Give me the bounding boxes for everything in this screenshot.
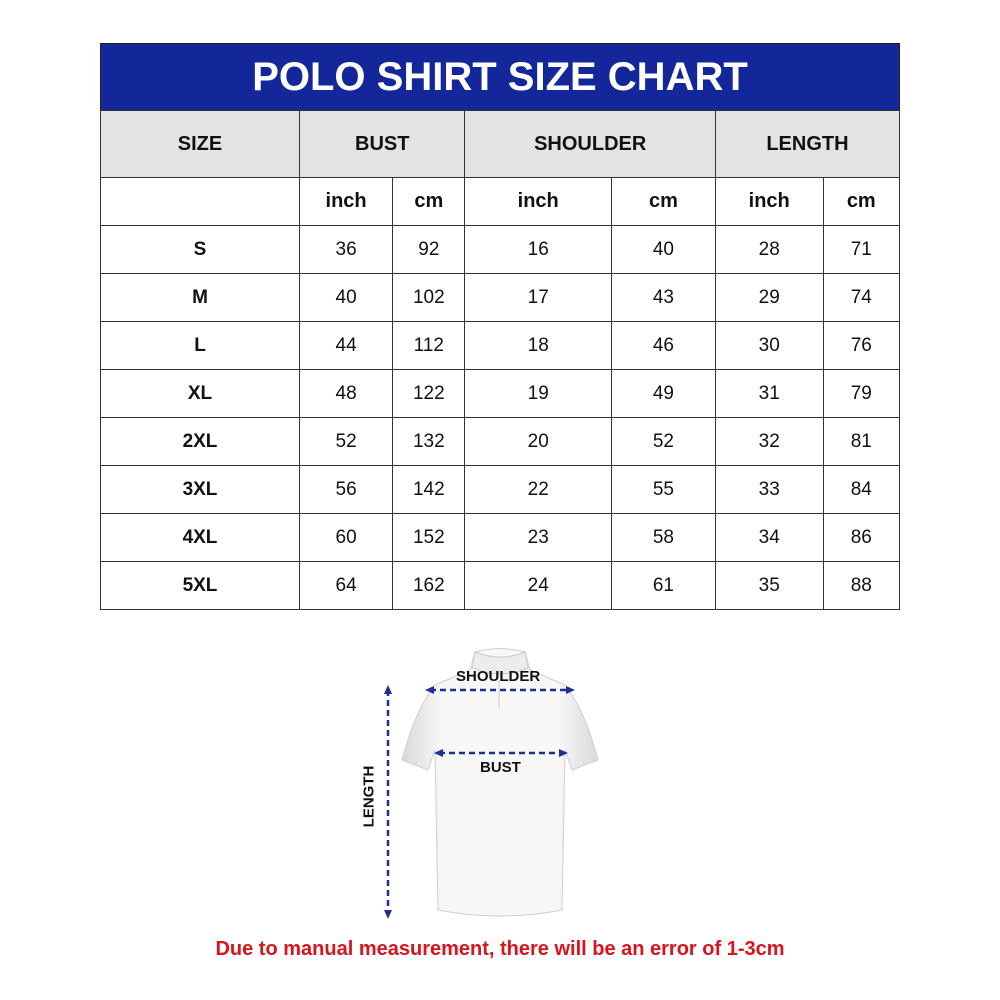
value-cell: 79 xyxy=(822,369,901,418)
value-cell: 58 xyxy=(610,513,716,562)
value-cell: 84 xyxy=(822,465,901,514)
size-cell: 3XL xyxy=(100,465,300,514)
value-cell: 20 xyxy=(464,417,612,466)
chart-title: POLO SHIRT SIZE CHART xyxy=(100,43,900,111)
table-row: M 40 102 17 43 29 74 xyxy=(100,273,901,322)
shoulder-label: SHOULDER xyxy=(456,668,541,685)
bust-label: BUST xyxy=(480,759,521,776)
unit-cell: inch xyxy=(464,177,612,226)
value-cell: 48 xyxy=(298,369,394,418)
table-row: 3XL 56 142 22 55 33 84 xyxy=(100,465,901,514)
size-cell: L xyxy=(100,321,300,370)
value-cell: 40 xyxy=(298,273,394,322)
value-cell: 132 xyxy=(392,417,466,466)
value-cell: 36 xyxy=(298,225,394,274)
value-cell: 18 xyxy=(464,321,612,370)
unit-cell: cm xyxy=(610,177,716,226)
value-cell: 60 xyxy=(298,513,394,562)
value-cell: 112 xyxy=(392,321,466,370)
value-cell: 31 xyxy=(714,369,824,418)
value-cell: 64 xyxy=(298,561,394,610)
header-shoulder: SHOULDER xyxy=(464,110,716,178)
header-size: SIZE xyxy=(100,110,300,178)
value-cell: 33 xyxy=(714,465,824,514)
value-cell: 34 xyxy=(714,513,824,562)
size-cell: XL xyxy=(100,369,300,418)
table-row: 4XL 60 152 23 58 34 86 xyxy=(100,513,901,562)
value-cell: 142 xyxy=(392,465,466,514)
value-cell: 81 xyxy=(822,417,901,466)
value-cell: 17 xyxy=(464,273,612,322)
value-cell: 61 xyxy=(610,561,716,610)
units-blank xyxy=(100,177,300,226)
value-cell: 56 xyxy=(298,465,394,514)
value-cell: 29 xyxy=(714,273,824,322)
table-row: L 44 112 18 46 30 76 xyxy=(100,321,901,370)
value-cell: 55 xyxy=(610,465,716,514)
value-cell: 86 xyxy=(822,513,901,562)
header-row: SIZE BUST SHOULDER LENGTH xyxy=(100,110,901,178)
value-cell: 22 xyxy=(464,465,612,514)
table-row: 5XL 64 162 24 61 35 88 xyxy=(100,561,901,610)
measurement-note: Due to manual measurement, there will be… xyxy=(215,938,785,960)
value-cell: 74 xyxy=(822,273,901,322)
unit-cell: inch xyxy=(298,177,394,226)
value-cell: 162 xyxy=(392,561,466,610)
unit-cell: inch xyxy=(714,177,824,226)
value-cell: 49 xyxy=(610,369,716,418)
value-cell: 46 xyxy=(610,321,716,370)
value-cell: 30 xyxy=(714,321,824,370)
header-length: LENGTH xyxy=(714,110,901,178)
value-cell: 24 xyxy=(464,561,612,610)
value-cell: 16 xyxy=(464,225,612,274)
value-cell: 52 xyxy=(610,417,716,466)
size-cell: 4XL xyxy=(100,513,300,562)
value-cell: 35 xyxy=(714,561,824,610)
table-row: XL 48 122 19 49 31 79 xyxy=(100,369,901,418)
value-cell: 32 xyxy=(714,417,824,466)
value-cell: 28 xyxy=(714,225,824,274)
value-cell: 71 xyxy=(822,225,901,274)
value-cell: 102 xyxy=(392,273,466,322)
shoulder-arrow xyxy=(386,688,570,914)
size-cell: M xyxy=(100,273,300,322)
value-cell: 92 xyxy=(392,225,466,274)
units-row: inch cm inch cm inch cm xyxy=(100,177,901,226)
table-row: 2XL 52 132 20 52 32 81 xyxy=(100,417,901,466)
value-cell: 88 xyxy=(822,561,901,610)
value-cell: 44 xyxy=(298,321,394,370)
size-cell: 2XL xyxy=(100,417,300,466)
size-cell: 5XL xyxy=(100,561,300,610)
size-table: SIZE BUST SHOULDER LENGTH inch cm inch c… xyxy=(100,110,901,610)
unit-cell: cm xyxy=(392,177,466,226)
value-cell: 43 xyxy=(610,273,716,322)
value-cell: 52 xyxy=(298,417,394,466)
value-cell: 152 xyxy=(392,513,466,562)
table-row: S 36 92 16 40 28 71 xyxy=(100,225,901,274)
header-bust: BUST xyxy=(298,110,466,178)
length-label: LENGTH xyxy=(360,765,378,828)
value-cell: 23 xyxy=(464,513,612,562)
unit-cell: cm xyxy=(822,177,901,226)
value-cell: 19 xyxy=(464,369,612,418)
value-cell: 40 xyxy=(610,225,716,274)
size-cell: S xyxy=(100,225,300,274)
value-cell: 122 xyxy=(392,369,466,418)
polo-shirt-diagram xyxy=(384,648,599,919)
value-cell: 76 xyxy=(822,321,901,370)
